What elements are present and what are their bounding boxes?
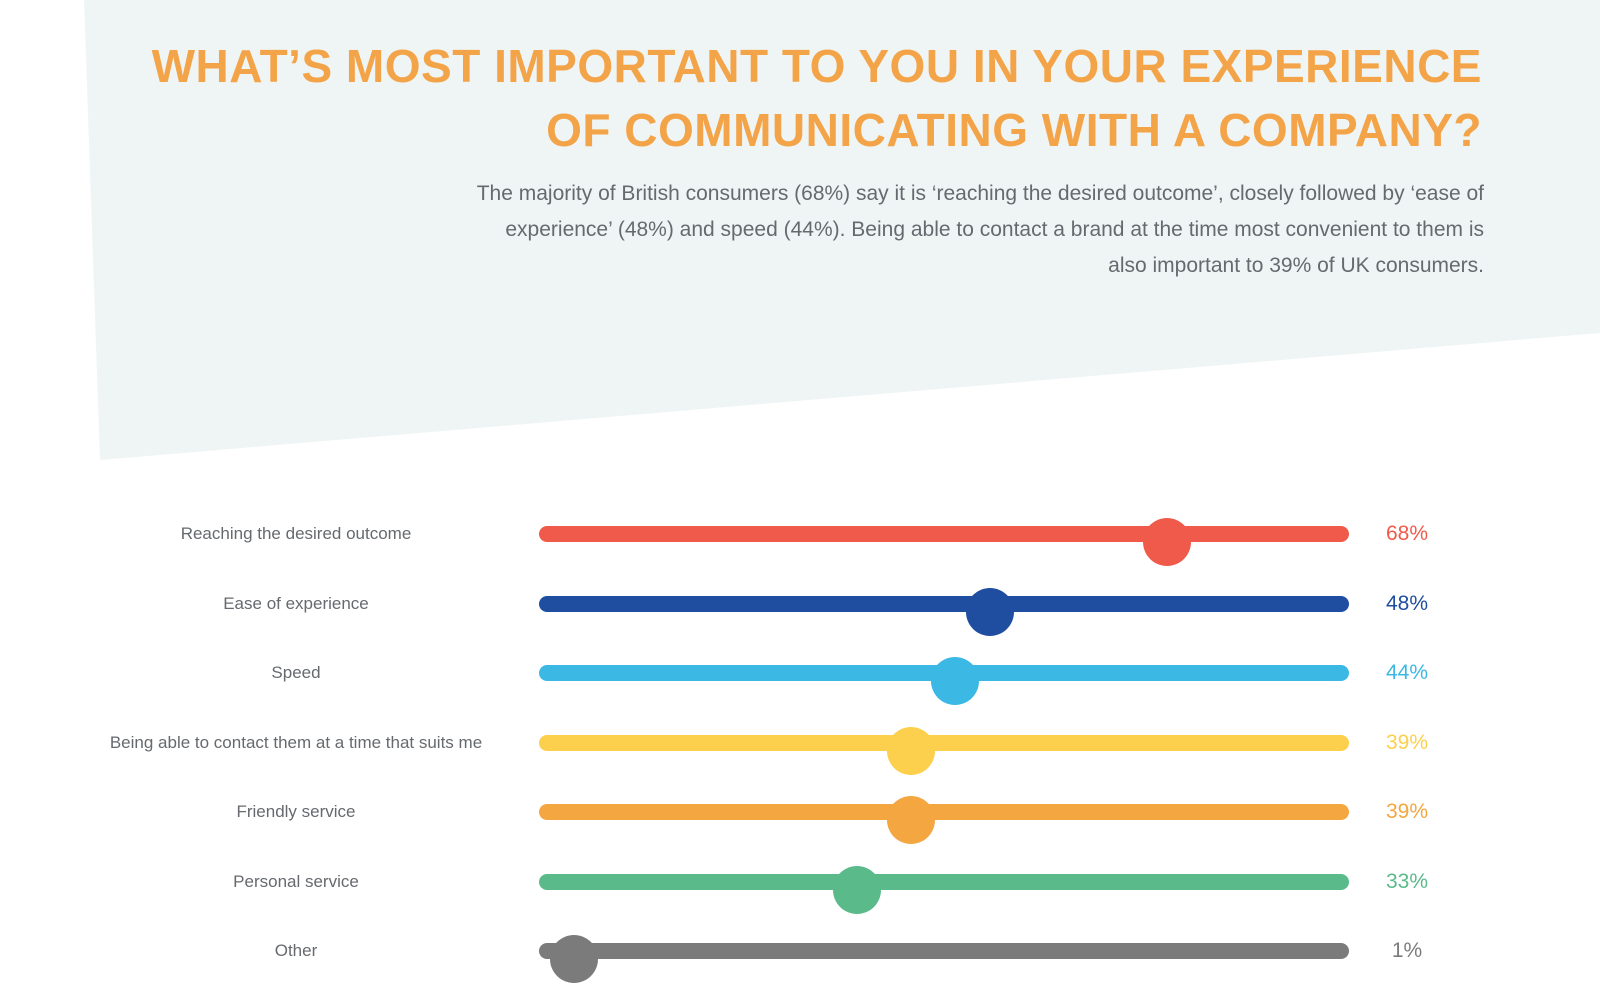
value-marker xyxy=(549,935,598,983)
category-label: Other xyxy=(274,941,318,960)
chart-subtitle: The majority of British consumers (68%) … xyxy=(476,182,1484,277)
chart-row: Friendly service 39% xyxy=(0,792,1600,844)
value-marker xyxy=(886,796,935,844)
value-track xyxy=(539,726,1349,775)
slider-chart: Reaching the desired outcome 68% Ease of e… xyxy=(0,490,1600,986)
chart-row: Personal service 33% xyxy=(0,862,1600,914)
value-marker xyxy=(930,657,979,705)
background-panel-shape xyxy=(84,0,1600,460)
value-track xyxy=(539,796,1349,844)
value-label: 39% xyxy=(1385,730,1429,754)
category-label: Speed xyxy=(271,663,321,682)
value-marker xyxy=(886,726,935,775)
value-label: 44% xyxy=(1385,661,1429,684)
value-marker xyxy=(966,587,1015,636)
chart-row: Being able to contact them at a time tha… xyxy=(0,723,1600,775)
value-label: 1% xyxy=(1391,939,1423,962)
value-track xyxy=(539,587,1349,636)
category-label: Ease of experience xyxy=(223,593,369,613)
value-track xyxy=(539,935,1349,983)
value-track xyxy=(539,657,1349,705)
value-label: 39% xyxy=(1385,800,1429,823)
category-label: Reaching the desired outcome xyxy=(180,524,412,543)
value-marker xyxy=(1143,518,1192,566)
category-label: Personal service xyxy=(233,871,359,891)
chart-row: Other 1% xyxy=(0,931,1600,983)
background-panel xyxy=(84,0,1600,460)
category-label: Being able to contact them at a time tha… xyxy=(109,732,483,752)
value-marker xyxy=(833,865,882,914)
chart-title: WHAT’S MOST IMPORTANT TO YOU IN YOUR EXP… xyxy=(151,40,1482,156)
value-track xyxy=(539,865,1349,914)
category-label: Friendly service xyxy=(236,802,356,821)
value-label: 68% xyxy=(1385,522,1429,545)
value-label: 48% xyxy=(1385,591,1429,615)
value-track xyxy=(539,518,1349,566)
value-label: 33% xyxy=(1385,869,1429,893)
chart-row: Speed 44% xyxy=(0,653,1600,705)
chart-row: Ease of experience 48% xyxy=(0,584,1600,636)
chart-row: Reaching the desired outcome 68% xyxy=(0,514,1600,566)
